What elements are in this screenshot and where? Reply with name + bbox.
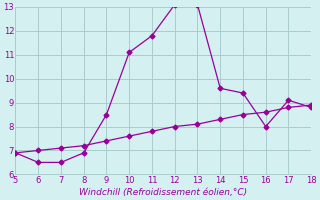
X-axis label: Windchill (Refroidissement éolien,°C): Windchill (Refroidissement éolien,°C) — [79, 188, 247, 197]
